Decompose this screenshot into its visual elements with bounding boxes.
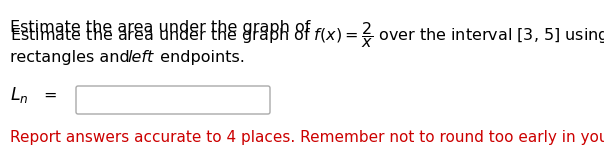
FancyBboxPatch shape <box>76 86 270 114</box>
Text: endpoints.: endpoints. <box>155 50 245 65</box>
Text: Report answers accurate to 4 places. Remember not to round too early in your cal: Report answers accurate to 4 places. Rem… <box>10 130 604 145</box>
Text: $L_n$: $L_n$ <box>10 85 28 105</box>
Text: Estimate the area under the graph of $f(x) = \dfrac{2}{x}$ over the interval [3,: Estimate the area under the graph of $f(… <box>10 20 604 50</box>
Text: =: = <box>43 88 57 103</box>
Text: left: left <box>127 50 153 65</box>
Text: Estimate the area under the graph of: Estimate the area under the graph of <box>10 20 315 35</box>
Text: rectangles and: rectangles and <box>10 50 135 65</box>
